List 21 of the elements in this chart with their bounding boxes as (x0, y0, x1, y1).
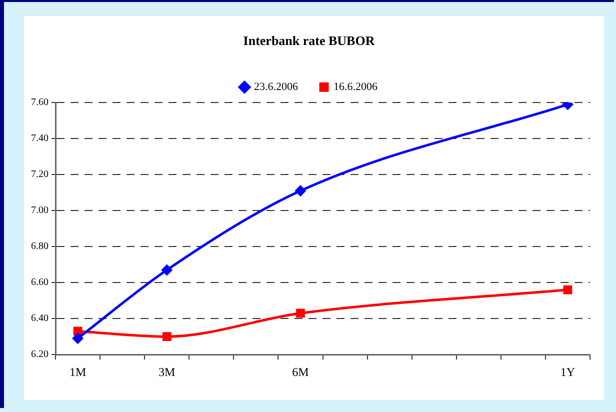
y-tick-label: 7.20 (31, 169, 48, 180)
chart-title: Interbank rate BUBOR (243, 33, 376, 48)
y-tick-label: 6.80 (31, 241, 48, 252)
x-tick-label: 1Y (560, 364, 576, 379)
point (296, 308, 305, 318)
x-tick-label: 3M (158, 364, 176, 379)
point (72, 333, 84, 344)
y-tick-label: 7.60 (31, 97, 48, 108)
y-tick-label: 7.40 (31, 133, 48, 144)
y-tick-label: 7.00 (31, 205, 48, 216)
legend-label: 16.6.2006 (334, 80, 378, 93)
x-tick-label: 1M (69, 364, 86, 379)
y-tick-label: 6.60 (31, 277, 48, 288)
x-tick-label: 6M (292, 364, 310, 379)
point (162, 264, 172, 276)
point (162, 332, 172, 342)
point (295, 186, 306, 196)
point (563, 285, 572, 294)
y-tick-label: 6.40 (31, 313, 48, 324)
y-tick-label: 6.20 (31, 349, 48, 360)
legend-label: 23.6.2006 (254, 80, 298, 93)
